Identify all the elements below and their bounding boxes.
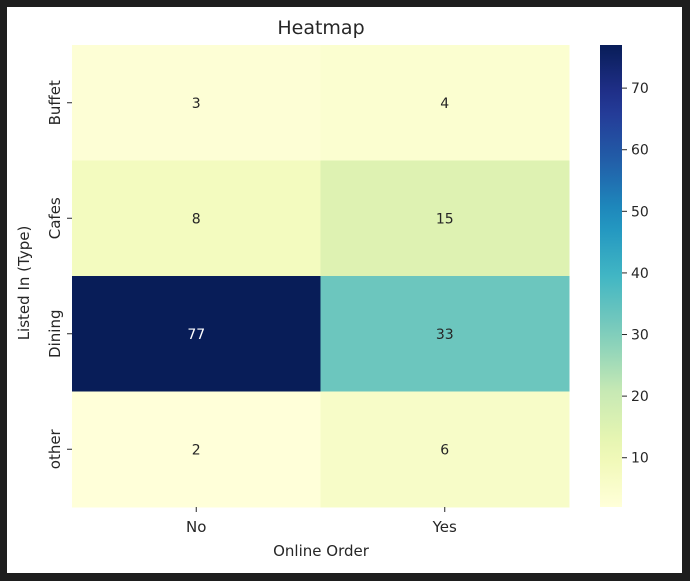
cell-annotation: 8 (192, 211, 201, 227)
y-tick-label: Dining (46, 310, 64, 358)
colorbar (600, 45, 622, 507)
heatmap-cell (72, 391, 321, 508)
heatmap-cell (320, 45, 570, 161)
x-axis: No Yes (186, 507, 457, 536)
cell-annotation: 15 (436, 211, 454, 227)
heatmap-cell (320, 391, 570, 508)
cell-annotations: 3 4 8 15 77 33 2 6 (187, 96, 453, 459)
heatmap-cell (72, 45, 321, 161)
colorbar-tick-label: 50 (631, 204, 649, 220)
cell-annotation: 77 (187, 327, 205, 343)
y-axis-label: Listed In (Type) (15, 226, 33, 341)
cell-annotation: 6 (440, 442, 449, 458)
chart-title: Heatmap (277, 17, 364, 39)
heatmap-cells (72, 45, 570, 508)
colorbar-tick-label: 70 (631, 81, 649, 97)
heatmap-chart: Heatmap 3 4 8 15 77 33 2 6 No Yes Buffet Cafes Din… (15, 17, 649, 560)
colorbar-tick-label: 40 (631, 266, 649, 282)
y-tick-label: Cafes (46, 197, 64, 239)
colorbar-tick-label: 30 (631, 328, 649, 344)
heatmap-cell (72, 160, 321, 277)
heatmap-cell (320, 160, 570, 277)
x-tick-label: No (186, 518, 206, 536)
y-tick-label: Buffet (46, 80, 64, 125)
cell-annotation: 3 (192, 96, 201, 112)
heatmap-cell (72, 276, 321, 392)
x-axis-label: Online Order (273, 542, 370, 560)
figure: Heatmap 3 4 8 15 77 33 2 6 No Yes Buffet Cafes Din… (7, 7, 682, 573)
cell-annotation: 4 (440, 96, 449, 112)
colorbar-tick-label: 20 (631, 389, 649, 405)
heatmap-cell (320, 276, 570, 392)
y-axis: Buffet Cafes Dining other (46, 80, 72, 469)
colorbar-tick-label: 60 (631, 143, 649, 159)
x-tick-label: Yes (432, 518, 457, 536)
y-tick-label: other (46, 428, 64, 469)
cell-annotation: 2 (192, 442, 201, 458)
cell-annotation: 33 (436, 327, 454, 343)
colorbar-ticks: 10 20 30 40 50 60 70 (622, 81, 649, 467)
colorbar-tick-label: 10 (631, 451, 649, 467)
